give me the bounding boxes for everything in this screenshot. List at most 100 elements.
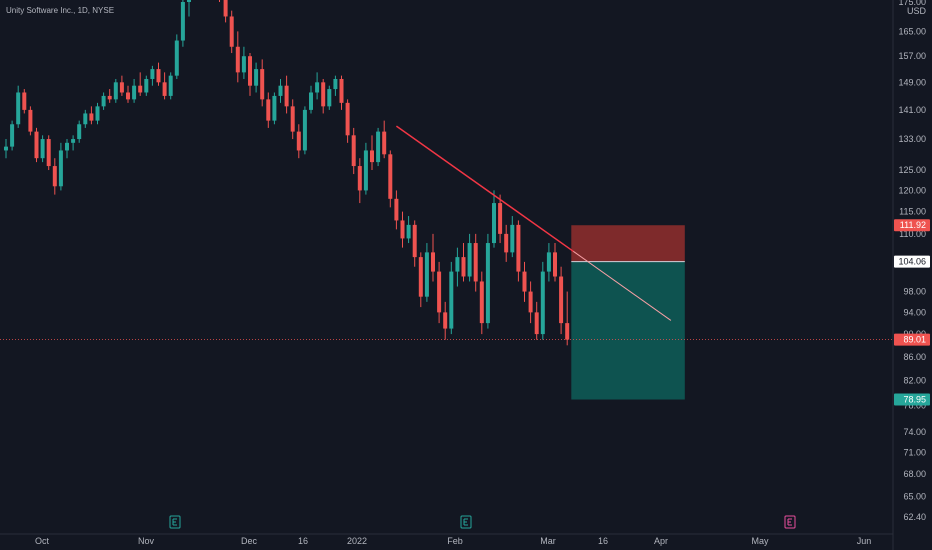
candle-body [272, 95, 277, 121]
candle-body [400, 220, 405, 239]
candle-body [485, 243, 490, 324]
candle-body [370, 150, 374, 163]
earnings-marker-icon[interactable] [460, 515, 472, 529]
candle-body [126, 92, 130, 100]
time-tick-label: Jun [857, 536, 872, 546]
chart-title: Unity Software Inc., 1D, NYSE [6, 6, 115, 15]
time-tick-label: 16 [298, 536, 308, 546]
candle-body [553, 252, 557, 277]
candle-body [424, 252, 429, 297]
time-tick-label: Apr [654, 536, 668, 546]
time-tick-label: Dec [241, 536, 258, 546]
entry-price-badge: 104.06 [898, 257, 926, 267]
trendline-extension[interactable] [573, 250, 672, 321]
target-price-badge-bg [894, 393, 930, 406]
candle-body [339, 78, 344, 103]
candle-body [498, 203, 503, 234]
candle-body [302, 109, 307, 151]
profit-target-zone[interactable] [571, 261, 685, 400]
candle-body [89, 113, 94, 121]
candle-body [168, 75, 173, 96]
candle-body [284, 85, 289, 107]
time-tick-label: 2022 [347, 536, 367, 546]
candle-body [162, 82, 167, 96]
candle-body [540, 271, 545, 335]
candle-body [382, 131, 387, 155]
earnings-marker-icon[interactable] [169, 515, 181, 529]
candle-body [504, 233, 509, 253]
candle-body [546, 252, 551, 272]
candle-body [4, 146, 8, 151]
candle-body [187, 0, 191, 2]
stop-price-badge: 111.92 [900, 220, 926, 230]
candle-body [394, 198, 399, 221]
price-tick-label: 157.00 [898, 51, 926, 61]
price-tick-label: 149.00 [898, 77, 926, 87]
candle-body [156, 69, 161, 83]
candle-body [241, 56, 246, 73]
time-tick-label: May [751, 536, 769, 546]
time-tick-label: Nov [138, 536, 155, 546]
candle-body [266, 99, 271, 121]
candle-body [46, 139, 51, 167]
currency-label: USD [907, 6, 927, 16]
price-tick-label: 71.00 [903, 448, 926, 458]
price-axis[interactable] [893, 0, 932, 550]
price-tick-label: 86.00 [903, 352, 926, 362]
candle-body [559, 276, 564, 324]
candle-body [34, 131, 39, 159]
candle-body [138, 85, 143, 93]
candle-body [235, 46, 240, 73]
candle-body [376, 131, 381, 163]
candle-body [363, 150, 368, 191]
candle-body [229, 16, 234, 47]
price-tick-label: 78.00 [903, 401, 926, 411]
candle-body [10, 124, 15, 147]
candle-body [461, 257, 466, 277]
trendline[interactable] [395, 125, 574, 252]
candle-body [516, 224, 521, 272]
price-tick-label: 65.00 [903, 492, 926, 502]
candle-body [406, 224, 411, 239]
candle-body [65, 142, 69, 151]
time-tick-label: 16 [598, 536, 608, 546]
price-tick-label: 133.00 [898, 134, 926, 144]
candle-body [174, 40, 179, 76]
last-price-badge-bg [894, 333, 930, 346]
price-tick-label: 98.00 [903, 287, 926, 297]
candle-body [473, 243, 478, 282]
candle-body [345, 102, 350, 136]
price-tick-label: 125.00 [898, 165, 926, 175]
candle-body [528, 291, 533, 313]
price-tick-label: 82.00 [903, 376, 926, 386]
price-tick-label: 115.00 [899, 207, 926, 217]
time-tick-label: Feb [447, 536, 463, 546]
stop-loss-zone[interactable] [571, 225, 685, 262]
candle-body [327, 89, 332, 107]
candle-body [16, 92, 21, 125]
price-tick-label: 62.40 [903, 512, 926, 522]
candle-body [522, 271, 527, 292]
candle-body [180, 2, 185, 41]
candle-body [510, 224, 515, 253]
time-tick-label: Mar [540, 536, 556, 546]
price-tick-label: 141.00 [898, 105, 926, 115]
price-tick-label: 74.00 [903, 427, 926, 437]
earnings-marker-icon[interactable] [784, 515, 796, 529]
price-tick-label: 175.00 [898, 0, 926, 7]
candle-body [28, 109, 33, 132]
candle-body [479, 281, 484, 324]
candle-body [132, 85, 137, 100]
candle-body [565, 323, 570, 340]
candle-body [431, 252, 435, 272]
last-price-badge: 89.01 [903, 335, 926, 345]
time-tick-label: Oct [35, 536, 50, 546]
candle-body [71, 139, 76, 143]
candle-body [95, 106, 100, 121]
candle-body [83, 113, 88, 125]
candle-body [290, 106, 295, 132]
candle-body [492, 203, 496, 244]
candle-body [437, 271, 442, 313]
